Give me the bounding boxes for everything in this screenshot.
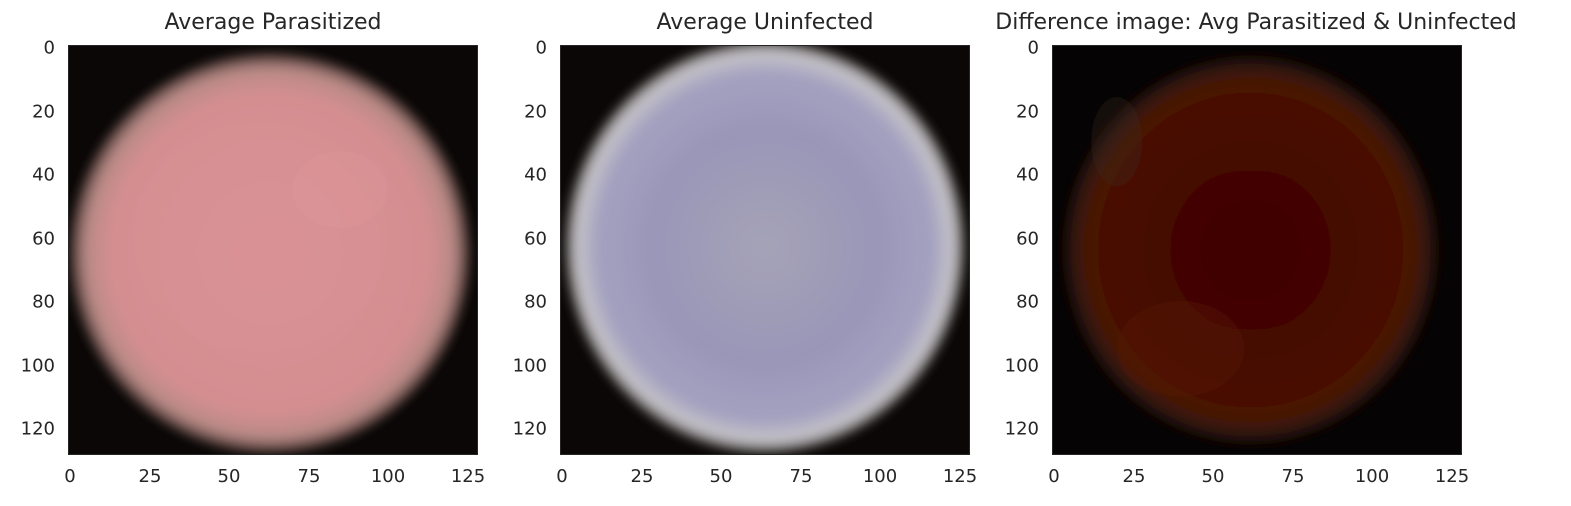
y-tick: 120 <box>1004 418 1039 440</box>
average-uninfected-image <box>560 45 970 455</box>
y-tick: 20 <box>524 101 547 123</box>
panel-average-parasitized: Average Parasitized 0 20 40 60 80 100 12… <box>0 0 500 506</box>
x-tick: 125 <box>1434 466 1470 487</box>
x-tick: 75 <box>1281 466 1305 487</box>
y-tick: 40 <box>32 164 55 186</box>
x-tick: 25 <box>138 466 162 487</box>
y-tick: 0 <box>535 37 547 59</box>
y-tick: 40 <box>1016 164 1039 186</box>
y-tick: 60 <box>524 228 547 250</box>
x-tick: 50 <box>217 466 241 487</box>
panel-difference-image: Difference image: Avg Parasitized & Unin… <box>984 0 1516 506</box>
x-tick: 100 <box>862 466 898 487</box>
x-tick: 125 <box>942 466 978 487</box>
y-tick: 100 <box>1004 355 1039 377</box>
x-tick: 125 <box>450 466 486 487</box>
x-tick: 25 <box>1122 466 1146 487</box>
y-tick: 20 <box>1016 101 1039 123</box>
y-tick: 120 <box>512 418 547 440</box>
y-tick: 20 <box>32 101 55 123</box>
x-tick: 0 <box>1048 466 1060 487</box>
panel-title: Difference image: Avg Parasitized & Unin… <box>995 10 1517 35</box>
y-tick: 60 <box>1016 228 1039 250</box>
y-tick: 0 <box>43 37 55 59</box>
y-tick: 80 <box>524 291 547 313</box>
panel-title: Average Uninfected <box>656 10 874 35</box>
y-tick: 100 <box>20 355 55 377</box>
x-tick: 50 <box>1201 466 1225 487</box>
y-tick: 40 <box>524 164 547 186</box>
x-tick: 0 <box>64 466 76 487</box>
y-tick: 120 <box>20 418 55 440</box>
y-tick: 80 <box>32 291 55 313</box>
average-parasitized-image <box>68 45 478 455</box>
x-tick: 75 <box>789 466 813 487</box>
y-tick: 80 <box>1016 291 1039 313</box>
x-tick: 0 <box>556 466 568 487</box>
x-tick: 25 <box>630 466 654 487</box>
x-tick: 75 <box>297 466 321 487</box>
x-tick: 50 <box>709 466 733 487</box>
panel-average-uninfected: Average Uninfected 0 20 40 60 80 100 120… <box>492 0 992 506</box>
y-tick: 60 <box>32 228 55 250</box>
y-tick: 100 <box>512 355 547 377</box>
x-tick: 100 <box>1354 466 1390 487</box>
y-tick: 0 <box>1027 37 1039 59</box>
x-tick: 100 <box>370 466 406 487</box>
panel-title: Average Parasitized <box>164 10 382 35</box>
difference-image <box>1052 45 1462 455</box>
